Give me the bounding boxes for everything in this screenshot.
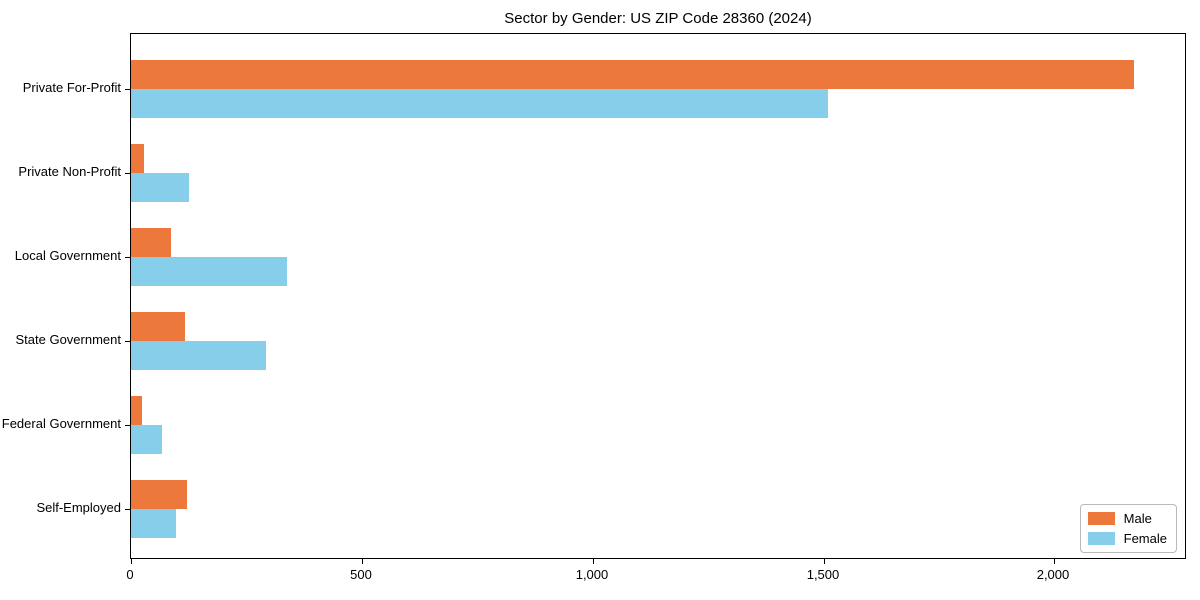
plot-area: Male Female bbox=[125, 33, 1186, 564]
bar-female-5 bbox=[131, 509, 176, 538]
bar-female-2 bbox=[131, 257, 287, 286]
legend-swatch-female-icon bbox=[1087, 532, 1115, 545]
y-tick-mark bbox=[125, 425, 130, 426]
y-category-label: Local Government bbox=[14, 248, 121, 263]
bar-female-4 bbox=[131, 425, 162, 454]
y-category-label: Private Non-Profit bbox=[18, 164, 121, 179]
legend-item-male: Male bbox=[1087, 511, 1167, 526]
bar-male-5 bbox=[131, 480, 187, 509]
x-tick-mark bbox=[824, 559, 825, 564]
y-category-label: Federal Government bbox=[1, 416, 121, 431]
x-tick-label: 2,000 bbox=[1036, 567, 1070, 582]
chart-title: Sector by Gender: US ZIP Code 28360 (202… bbox=[504, 10, 812, 27]
y-axis-labels: Private For-Profit Private Non-Profit Loca… bbox=[0, 33, 121, 559]
x-tick-mark bbox=[362, 559, 363, 564]
y-category-label: Self-Employed bbox=[36, 500, 121, 515]
bar-female-3 bbox=[131, 341, 266, 370]
legend-item-female: Female bbox=[1087, 531, 1167, 546]
bar-male-4 bbox=[131, 396, 142, 425]
x-tick-mark bbox=[1054, 559, 1055, 564]
legend-swatch-male-icon bbox=[1087, 512, 1115, 525]
x-tick-mark bbox=[593, 559, 594, 564]
x-tick-label: 1,500 bbox=[806, 567, 840, 582]
y-category-label: State Government bbox=[15, 332, 122, 347]
x-tick-mark bbox=[131, 559, 132, 564]
x-tick-label: 0 bbox=[126, 567, 134, 582]
bar-male-2 bbox=[131, 228, 171, 257]
bar-male-1 bbox=[131, 144, 144, 173]
y-tick-mark bbox=[125, 173, 130, 174]
y-tick-mark bbox=[125, 257, 130, 258]
y-tick-mark bbox=[125, 341, 130, 342]
bar-female-0 bbox=[131, 89, 828, 118]
legend-label-male: Male bbox=[1123, 511, 1152, 526]
y-tick-mark bbox=[125, 89, 130, 90]
legend: Male Female bbox=[1079, 504, 1177, 553]
x-axis-labels: 0 500 1,000 1,500 2,000 bbox=[126, 560, 1186, 590]
x-tick-label: 1,000 bbox=[575, 567, 609, 582]
x-tick-label: 500 bbox=[350, 567, 372, 582]
legend-label-female: Female bbox=[1123, 531, 1167, 546]
bar-female-1 bbox=[131, 173, 189, 202]
y-tick-mark bbox=[125, 509, 130, 510]
bar-male-3 bbox=[131, 312, 185, 341]
bar-male-0 bbox=[131, 60, 1134, 89]
y-category-label: Private For-Profit bbox=[22, 80, 121, 95]
